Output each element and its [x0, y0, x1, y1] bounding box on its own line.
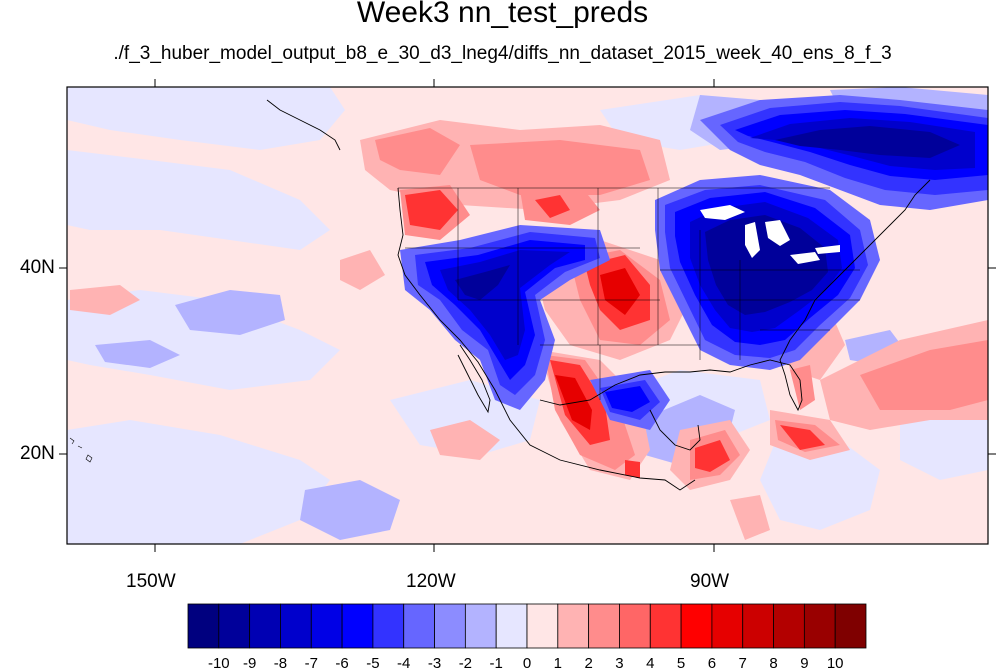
colorbar-tick-label: 0 — [522, 655, 532, 672]
colorbar-tick-label: -2 — [458, 655, 473, 672]
colorbar-tick-label: -7 — [304, 655, 318, 672]
map-subtitle: ./f_3_huber_model_output_b8_e_30_d3_lneg… — [113, 43, 892, 64]
colorbar-tick-label: 1 — [553, 655, 562, 672]
colorbar-tick-label: -6 — [335, 655, 349, 672]
colorbar-swatch — [187, 603, 220, 649]
lon-label-120w: 120W — [406, 571, 456, 592]
coastline — [266, 99, 931, 491]
colorbar-swatch — [711, 603, 744, 649]
colorbar-swatch — [649, 603, 682, 649]
colorbar-swatch — [619, 603, 651, 649]
colorbar-swatch — [464, 603, 497, 649]
colorbar-tick-label: -1 — [489, 655, 503, 672]
colorbar-tick-label: 10 — [826, 655, 844, 672]
colorbar-tick-label: 8 — [769, 655, 778, 672]
colorbar-tick-label: -9 — [242, 655, 257, 672]
map-field — [67, 87, 988, 544]
colorbar-tick-label: -10 — [207, 655, 230, 672]
colorbar-swatch — [372, 603, 405, 649]
colorbar-swatch — [680, 603, 713, 649]
colorbar-tick-label: 4 — [646, 655, 655, 672]
map-title: Week3 nn_test_preds — [356, 0, 649, 29]
colorbar-tick-label: -8 — [273, 655, 288, 672]
colorbar-swatch — [249, 603, 281, 649]
colorbar-tick-label: 3 — [615, 655, 624, 672]
state-borders — [398, 187, 860, 400]
axis-ticks — [59, 79, 996, 552]
colorbar-tick-label: -5 — [366, 655, 380, 672]
map-frame — [66, 86, 989, 545]
colorbar-swatch — [834, 603, 867, 649]
colorbar — [187, 603, 867, 649]
colorbar-tick-label: 7 — [738, 655, 747, 672]
colorbar-swatch — [403, 603, 435, 649]
islands — [69, 437, 93, 463]
colorbar-swatch — [803, 603, 836, 649]
colorbar-swatch — [434, 603, 466, 649]
lon-label-90w: 90W — [690, 571, 730, 592]
colorbar-swatch — [526, 603, 559, 649]
lat-label-40n: 40N — [20, 257, 55, 278]
colorbar-tick-label: 6 — [707, 655, 717, 672]
colorbar-swatch — [495, 603, 528, 649]
colorbar-tick-label: 2 — [584, 655, 593, 672]
colorbar-tick-label: 9 — [800, 655, 809, 672]
colorbar-swatch — [742, 603, 774, 649]
lon-label-150w: 150W — [126, 571, 176, 592]
colorbar-swatch — [341, 603, 374, 649]
colorbar-tick-label: -4 — [397, 655, 411, 672]
colorbar-swatch — [218, 603, 251, 649]
colorbar-swatch — [588, 603, 620, 649]
colorbar-swatch — [557, 603, 590, 649]
colorbar-swatch — [280, 603, 312, 649]
colorbar-swatch — [310, 603, 343, 649]
colorbar-swatch — [773, 603, 805, 649]
colorbar-tick-label: 5 — [676, 655, 686, 672]
lat-label-20n: 20N — [20, 443, 55, 464]
colorbar-tick-label: -3 — [427, 655, 442, 672]
